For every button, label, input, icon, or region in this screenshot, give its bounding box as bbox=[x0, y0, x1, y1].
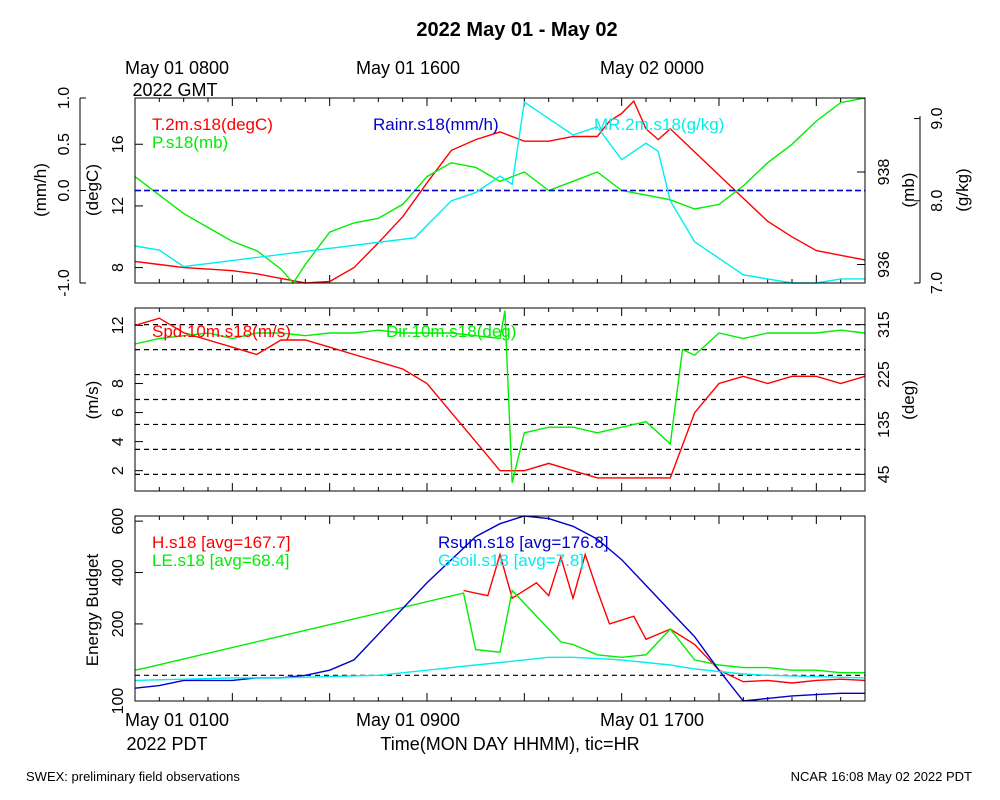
series-line bbox=[134, 589, 865, 674]
series-line bbox=[134, 100, 865, 284]
tick-label: 0.5 bbox=[56, 133, 73, 155]
series-line bbox=[134, 656, 866, 682]
tick-label: 600 bbox=[110, 508, 127, 535]
bottom-time-label: May 01 0100 bbox=[125, 710, 229, 730]
panel-3-frame bbox=[134, 515, 866, 702]
panel-1-frame bbox=[134, 97, 866, 284]
legend-entry: T.2m.s18(degC) bbox=[152, 115, 273, 134]
panel-2-frame bbox=[134, 307, 866, 492]
legend-entry: H.s18 [avg=167.7] bbox=[152, 533, 290, 552]
tick-label: 936 bbox=[876, 251, 893, 278]
tick-label: 200 bbox=[110, 610, 127, 637]
tick-label: 45 bbox=[876, 465, 893, 483]
panel-energy-budget: Energy Budget 100 200 400 600 H.s18 [avg=16… bbox=[83, 508, 866, 715]
top-time-label: May 01 1600 bbox=[356, 58, 460, 78]
tick-label: 9.0 bbox=[929, 107, 946, 129]
tick-label: 400 bbox=[110, 559, 127, 586]
legend-entry: Dir.10m.s18(deg) bbox=[386, 322, 516, 341]
legend-entry: LE.s18 [avg=68.4] bbox=[152, 551, 290, 570]
bottom-time-label: May 01 0900 bbox=[356, 710, 460, 730]
series-line bbox=[134, 97, 866, 285]
legend-entry: MR.2m.s18(g/kg) bbox=[594, 115, 724, 134]
axis-label: (mm/h) bbox=[31, 163, 50, 217]
tick-label: 8.0 bbox=[929, 190, 946, 212]
axis-label: (m/s) bbox=[83, 381, 102, 420]
tick-label: 12 bbox=[110, 197, 127, 215]
tick-label: 4 bbox=[110, 437, 127, 446]
tick-label: 12 bbox=[110, 316, 127, 334]
top-time-label: May 02 0000 bbox=[600, 58, 704, 78]
top-time-label: May 01 0800 bbox=[125, 58, 229, 78]
tick-label: 8 bbox=[110, 379, 127, 388]
tick-label: -1.0 bbox=[56, 269, 73, 297]
tick-label: 2 bbox=[110, 466, 127, 475]
axis-label: (mb) bbox=[899, 173, 918, 208]
bottom-time-label: May 01 1700 bbox=[600, 710, 704, 730]
figure-title: 2022 May 01 - May 02 bbox=[416, 19, 617, 41]
footer-left: SWEX: preliminary field observations bbox=[26, 769, 240, 784]
legend-entry: Spd.10m.s18(m/s) bbox=[152, 322, 291, 341]
tick-label: 135 bbox=[876, 411, 893, 438]
tick-label: 100 bbox=[110, 688, 127, 715]
tick-label: 315 bbox=[876, 311, 893, 338]
axis-label: (g/kg) bbox=[953, 168, 972, 211]
axis-label: Energy Budget bbox=[83, 553, 102, 666]
series-line bbox=[463, 551, 866, 684]
series-line bbox=[134, 317, 866, 479]
panel-temperature-pressure: (mm/h) (degC) (mb) (g/kg) -1.0 0.0 0.5 1.0 8 12 1… bbox=[31, 87, 972, 297]
tick-label: 938 bbox=[876, 159, 893, 186]
series-line bbox=[134, 310, 866, 483]
tick-label: 0.0 bbox=[56, 179, 73, 201]
legend-entry: Rainr.s18(mm/h) bbox=[373, 115, 499, 134]
bottom-time-label: 2022 PDT bbox=[126, 734, 207, 754]
top-time-label: 2022 GMT bbox=[132, 80, 217, 100]
axis-label: (degC) bbox=[83, 164, 102, 216]
series-line bbox=[134, 99, 866, 284]
panel-wind: (m/s) (deg) 2 4 6 8 12 45 135 225 315 Spd.10m.s18… bbox=[83, 307, 918, 492]
tick-label: 8 bbox=[110, 263, 127, 272]
footer-right: NCAR 16:08 May 02 2022 PDT bbox=[791, 769, 972, 784]
tick-label: 7.0 bbox=[929, 272, 946, 294]
x-axis-label: Time(MON DAY HHMM), tic=HR bbox=[380, 734, 639, 754]
tick-label: 225 bbox=[876, 361, 893, 388]
tick-label: 1.0 bbox=[56, 87, 73, 109]
tick-label: 16 bbox=[110, 135, 127, 153]
legend-entry: Rsum.s18 [avg=176.8] bbox=[438, 533, 609, 552]
tick-label: 6 bbox=[110, 408, 127, 417]
legend-entry: P.s18(mb) bbox=[152, 133, 228, 152]
axis-label: (deg) bbox=[899, 380, 918, 420]
bottom-time-labels: May 01 0100 2022 PDT May 01 0900 May 01 170… bbox=[125, 710, 704, 754]
legend-entry: Gsoil.s18 [avg=7.8] bbox=[438, 551, 584, 570]
